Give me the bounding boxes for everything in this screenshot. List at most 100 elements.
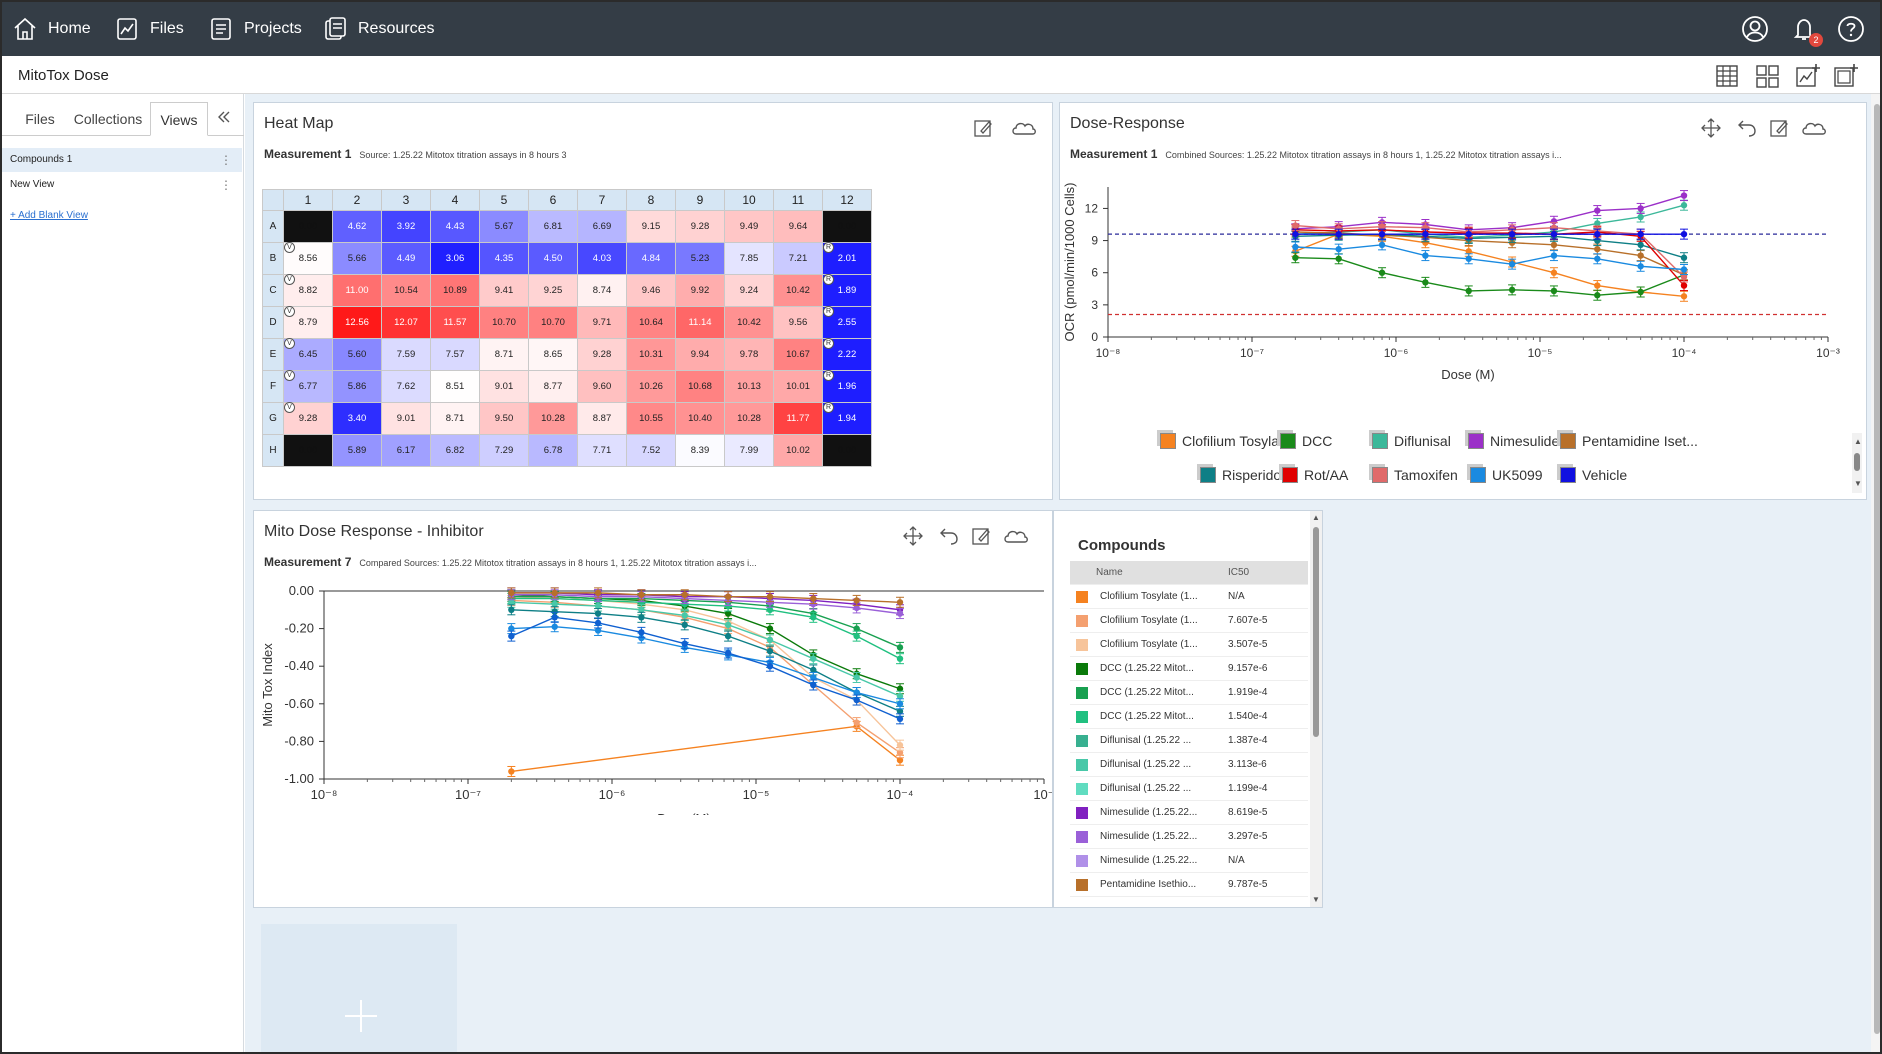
help-button[interactable]	[1836, 14, 1866, 44]
heatmap-col-header[interactable]: 8	[626, 189, 676, 211]
heatmap-cell[interactable]: 7.57	[430, 338, 480, 371]
heatmap-cell[interactable]: 9.28	[577, 338, 627, 371]
heatmap-cell[interactable]: 0.00	[283, 434, 333, 467]
heatmap-col-header[interactable]: 7	[577, 189, 627, 211]
heatmap-cell[interactable]: 9.78	[724, 338, 774, 371]
heatmap-cell[interactable]: 10.02	[773, 434, 823, 467]
heatmap-cell[interactable]: 6.69	[577, 210, 627, 243]
heatmap-cell[interactable]: 10.01	[773, 370, 823, 403]
heatmap-cell[interactable]: 0.00	[822, 210, 872, 243]
dose-response-chart[interactable]: 0 3 6 9 12 10⁻⁸ 10⁻⁷ 10⁻⁶ 10⁻⁵ 10⁻⁴ 10⁻³ Dose (M) OC…	[1060, 173, 1850, 383]
kebab-menu-icon[interactable]: ⋮	[220, 153, 232, 167]
heatmap-cell[interactable]: 5.67	[479, 210, 529, 243]
heatmap-cell[interactable]: 4.43	[430, 210, 480, 243]
heatmap-cell[interactable]: 8.87	[577, 402, 627, 435]
heatmap-cell[interactable]: 12.07	[381, 306, 431, 339]
heatmap-cell[interactable]: 1.94 R	[822, 402, 872, 435]
edit-button[interactable]	[972, 117, 994, 139]
legend-item[interactable]: Vehicle	[1560, 467, 1627, 483]
heatmap-cell[interactable]: 6.81	[528, 210, 578, 243]
compound-row[interactable]: DCC (1.25.22 Mitot... 1.540e-4	[1070, 705, 1308, 729]
heatmap-cell[interactable]: 8.56 V	[283, 242, 333, 275]
heatmap-col-header[interactable]: 11	[773, 189, 823, 211]
heatmap-row-header[interactable]: F	[262, 370, 284, 403]
heatmap-cell[interactable]: 9.41	[479, 274, 529, 307]
add-chart-view-button[interactable]	[1794, 62, 1822, 90]
add-widget-tile[interactable]	[261, 924, 457, 1052]
legend-item[interactable]: Nimesulide	[1468, 433, 1559, 449]
compound-row[interactable]: DCC (1.25.22 Mitot... 1.919e-4	[1070, 681, 1308, 705]
heatmap-cell[interactable]: 7.71	[577, 434, 627, 467]
compound-row[interactable]: Pentamidine Isethio... 9.787e-5	[1070, 873, 1308, 897]
heatmap-cell[interactable]: 4.49	[381, 242, 431, 275]
heatmap-cell[interactable]: 8.51	[430, 370, 480, 403]
heatmap-cell[interactable]: 7.62	[381, 370, 431, 403]
heatmap-row-header[interactable]: C	[262, 274, 284, 307]
heatmap-cell[interactable]: 3.40	[332, 402, 382, 435]
nav-home[interactable]: Home	[12, 2, 91, 56]
compound-row[interactable]: Nimesulide (1.25.22... 8.619e-5	[1070, 801, 1308, 825]
heatmap-cell[interactable]: 11.14	[675, 306, 725, 339]
heatmap-cell[interactable]: 10.55	[626, 402, 676, 435]
compound-row[interactable]: Clofilium Tosylate (1... N/A	[1070, 585, 1308, 609]
heatmap-cell[interactable]: 11.57	[430, 306, 480, 339]
edit-button[interactable]	[1768, 117, 1790, 139]
heatmap-cell[interactable]: 4.62	[332, 210, 382, 243]
heatmap-col-header[interactable]: 12	[822, 189, 872, 211]
legend-item[interactable]: Rot/AA	[1282, 467, 1348, 483]
heatmap-col-header[interactable]: 5	[479, 189, 529, 211]
add-blank-view-link[interactable]: + Add Blank View	[10, 210, 88, 221]
heatmap-cell[interactable]: 11.00	[332, 274, 382, 307]
heatmap-cell[interactable]: 4.50	[528, 242, 578, 275]
nav-files[interactable]: Files	[114, 2, 184, 56]
heatmap-cell[interactable]: 6.77 V	[283, 370, 333, 403]
heatmap-cell[interactable]: 6.78	[528, 434, 578, 467]
heatmap-cell[interactable]: 8.71	[430, 402, 480, 435]
heatmap-cell[interactable]: 9.56	[773, 306, 823, 339]
heatmap-cell[interactable]: 8.79 V	[283, 306, 333, 339]
heatmap-cell[interactable]: 8.74	[577, 274, 627, 307]
heatmap-cell[interactable]: 10.70	[528, 306, 578, 339]
heatmap-cell[interactable]: 4.35	[479, 242, 529, 275]
legend-item[interactable]: Diflunisal	[1372, 433, 1451, 449]
heatmap-cell[interactable]: 9.25	[528, 274, 578, 307]
heatmap-cell[interactable]: 2.22 R	[822, 338, 872, 371]
compound-row[interactable]: Diflunisal (1.25.22 ... 1.387e-4	[1070, 729, 1308, 753]
legend-item[interactable]: Pentamidine Iset...	[1560, 433, 1698, 449]
heatmap-col-header[interactable]: 2	[332, 189, 382, 211]
heatmap-cell[interactable]: 9.50	[479, 402, 529, 435]
heatmap-col-header[interactable]: 3	[381, 189, 431, 211]
heatmap-cell[interactable]: 9.49	[724, 210, 774, 243]
heatmap-row-header[interactable]: E	[262, 338, 284, 371]
heatmap-cell[interactable]: 9.24	[724, 274, 774, 307]
cloud-export-button[interactable]	[1010, 117, 1038, 139]
heatmap-cell[interactable]: 9.92	[675, 274, 725, 307]
compound-row[interactable]: Clofilium Tosylate (1... 7.607e-5	[1070, 609, 1308, 633]
heatmap-cell[interactable]: 9.01	[479, 370, 529, 403]
heatmap-cell[interactable]: 4.03	[577, 242, 627, 275]
heatmap-cell[interactable]: 6.82	[430, 434, 480, 467]
add-table-view-button[interactable]	[1714, 62, 1742, 90]
compound-row[interactable]: DCC (1.25.22 Mitot... 9.157e-6	[1070, 657, 1308, 681]
heatmap-cell[interactable]: 7.29	[479, 434, 529, 467]
heatmap-cell[interactable]: 7.99	[724, 434, 774, 467]
heatmap-cell[interactable]: 2.55 R	[822, 306, 872, 339]
compound-row[interactable]: Nimesulide (1.25.22... N/A	[1070, 849, 1308, 873]
heatmap-col-header[interactable]: 4	[430, 189, 480, 211]
heatmap-cell[interactable]: 9.94	[675, 338, 725, 371]
edit-button[interactable]	[970, 525, 992, 547]
heatmap-cell[interactable]: 7.21	[773, 242, 823, 275]
heatmap-cell[interactable]: 4.84	[626, 242, 676, 275]
heatmap-row-header[interactable]: A	[262, 210, 284, 243]
heatmap-cell[interactable]: 10.31	[626, 338, 676, 371]
kebab-menu-icon[interactable]: ⋮	[220, 178, 232, 192]
heatmap-grid[interactable]: 1 2 3 4 5 6 7 8 9 10 11 12 A 0.00 4.62 3.92 4.43 5.67 6.8…	[262, 189, 872, 467]
heatmap-cell[interactable]: 10.28	[528, 402, 578, 435]
heatmap-cell[interactable]: 8.82 V	[283, 274, 333, 307]
undo-button[interactable]	[938, 525, 960, 547]
heatmap-cell[interactable]: 9.60	[577, 370, 627, 403]
heatmap-cell[interactable]: 5.60	[332, 338, 382, 371]
nav-resources[interactable]: Resources	[322, 2, 434, 56]
user-account-button[interactable]	[1740, 14, 1770, 44]
heatmap-cell[interactable]: 6.17	[381, 434, 431, 467]
